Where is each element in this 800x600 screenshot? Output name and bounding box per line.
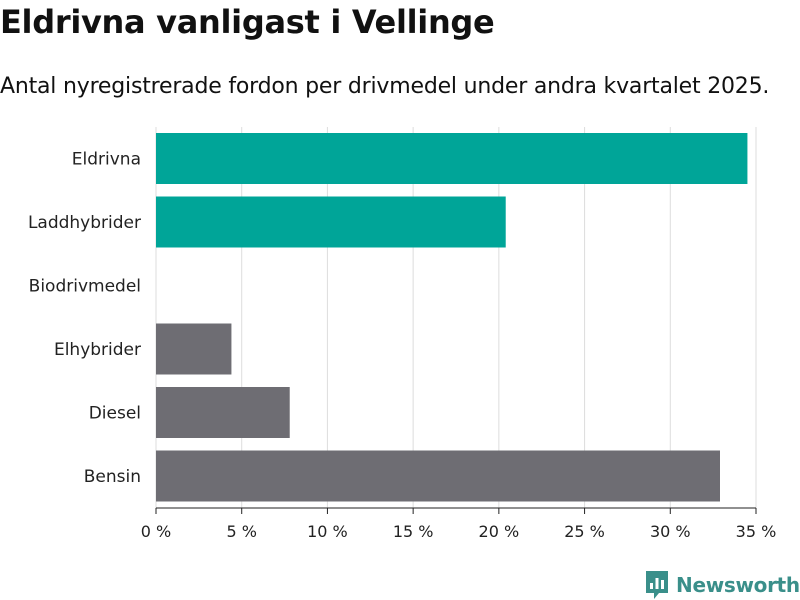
newsworthy-logo-icon: [646, 571, 668, 599]
chart-subtitle: Antal nyregistrerade fordon per drivmede…: [0, 74, 770, 99]
newsworthy-logo[interactable]: Newsworthy: [644, 568, 800, 600]
bar-eldrivna: [156, 133, 748, 184]
bars: [156, 133, 748, 502]
x-tick-label: 20 %: [479, 522, 520, 541]
category-label: Biodrivmedel: [29, 277, 141, 297]
category-label: Elhybrider: [54, 340, 141, 360]
bar-laddhybrider: [156, 196, 506, 248]
chart-title: Eldrivna vanligast i Vellinge: [0, 3, 495, 41]
category-label: Diesel: [89, 404, 141, 424]
x-tick-label: 0 %: [141, 522, 171, 541]
brand-name: Newsworthy: [676, 573, 800, 597]
x-tick-label: 10 %: [307, 522, 348, 541]
x-tick-label: 15 %: [393, 522, 434, 541]
x-axis: 0 % 5 % 10 % 15 % 20 % 25 % 30 % 35 %: [141, 507, 777, 541]
x-tick-label: 25 %: [564, 522, 605, 541]
category-labels: Eldrivna Laddhybrider Biodrivmedel Elhybrid…: [28, 150, 141, 488]
bar-diesel: [156, 387, 290, 438]
bar-bensin: [156, 450, 720, 502]
x-tick-label: 5 %: [226, 522, 256, 541]
gridlines: [155, 127, 757, 508]
category-label: Bensin: [84, 467, 141, 487]
x-tick-label: 35 %: [736, 522, 777, 541]
category-label: Eldrivna: [72, 150, 141, 170]
bar-elhybrider: [156, 323, 232, 375]
category-label: Laddhybrider: [28, 213, 141, 233]
x-tick-label: 30 %: [650, 522, 691, 541]
